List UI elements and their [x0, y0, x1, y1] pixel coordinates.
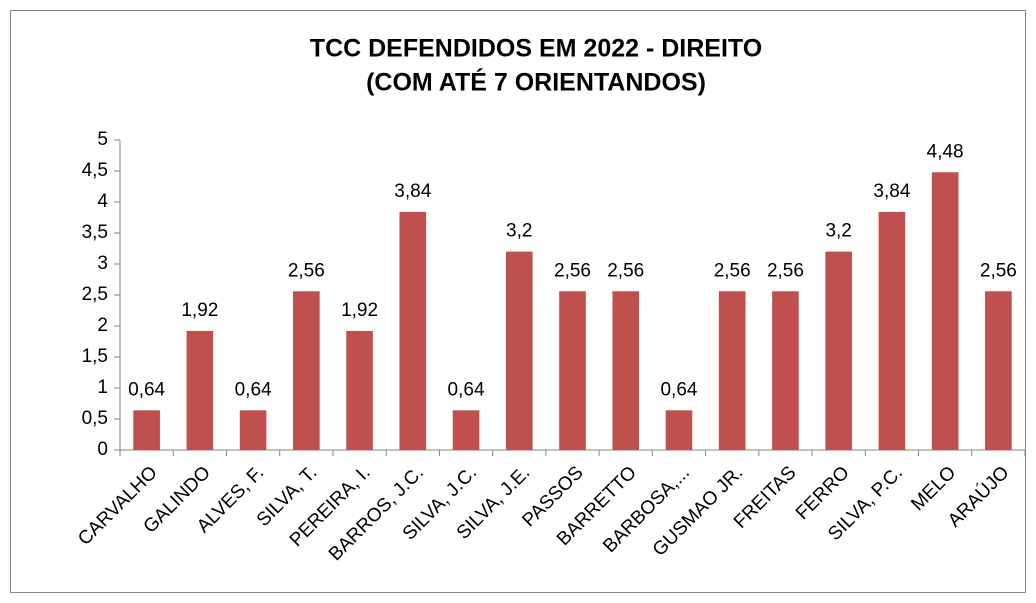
data-label: 1,92	[341, 300, 378, 321]
y-tick-label: 1,5	[82, 346, 108, 367]
y-tick-label: 5	[97, 129, 108, 150]
data-label: 3,2	[506, 221, 532, 242]
data-label: 3,2	[825, 221, 851, 242]
y-tick-label: 3,5	[82, 222, 108, 243]
bar	[665, 410, 693, 450]
y-tick-label: 1	[97, 377, 108, 398]
bar	[718, 291, 746, 450]
data-label: 3,84	[873, 181, 910, 202]
y-tick-label: 0,5	[82, 408, 108, 429]
y-tick-label: 2	[97, 315, 108, 336]
bar	[452, 410, 480, 450]
data-label: 2,56	[607, 260, 644, 281]
y-tick-label: 3	[97, 253, 108, 274]
bar	[505, 251, 533, 450]
bar	[293, 291, 320, 450]
data-label: 2,56	[288, 260, 325, 281]
bar	[133, 410, 160, 450]
bar	[399, 211, 427, 450]
data-label: 1,92	[181, 300, 218, 321]
data-label: 4,48	[927, 141, 964, 162]
bar	[878, 211, 906, 450]
y-tick-label: 2,5	[82, 284, 108, 305]
bar	[772, 291, 799, 450]
bar	[825, 251, 852, 450]
data-label: 3,84	[394, 181, 431, 202]
y-tick-label: 4	[97, 191, 108, 212]
y-tick-label: 0	[97, 439, 108, 460]
bar	[931, 172, 959, 451]
bar	[985, 291, 1012, 450]
data-label: 0,64	[235, 379, 272, 400]
data-label: 0,64	[448, 379, 485, 400]
bar	[559, 291, 586, 450]
chart-title: TCC DEFENDIDOS EM 2022 - DIREITO	[310, 35, 762, 63]
data-label: 2,56	[554, 260, 591, 281]
data-label: 0,64	[660, 379, 697, 400]
chart-title: (COM ATÉ 7 ORIENTANDOS)	[366, 68, 706, 97]
bar	[346, 330, 373, 450]
data-label: 2,56	[714, 260, 751, 281]
y-tick-label: 4,5	[82, 160, 108, 181]
bar	[186, 330, 214, 450]
bar	[612, 291, 640, 450]
data-label: 2,56	[767, 260, 804, 281]
bar	[239, 410, 267, 450]
data-label: 2,56	[980, 260, 1017, 281]
data-label: 0,64	[128, 379, 165, 400]
